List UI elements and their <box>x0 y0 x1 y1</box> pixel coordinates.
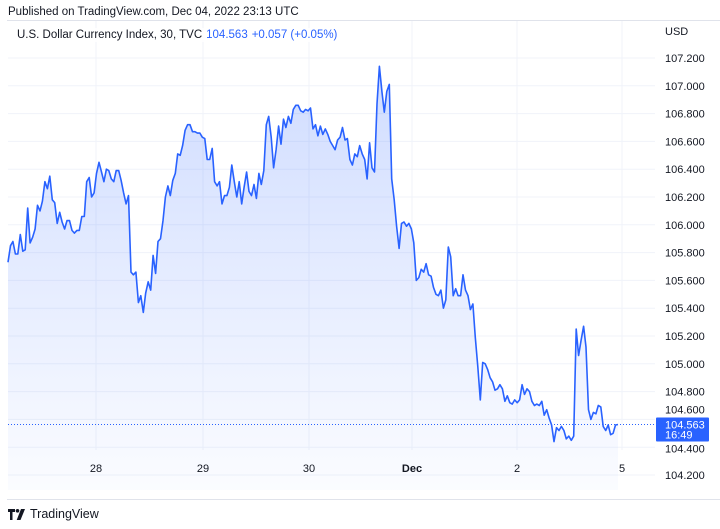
last-price: 104.563 <box>206 29 248 41</box>
last-price-badge <box>656 417 709 442</box>
x-tick-label: 30 <box>303 463 315 475</box>
price-change: +0.057 (+0.05%) <box>251 29 338 41</box>
y-tick-label: 104.400 <box>665 444 705 456</box>
y-tick-label: 106.600 <box>665 136 705 148</box>
price-line <box>7 65 619 443</box>
y-tick-label: 107.200 <box>665 53 705 65</box>
x-tick-label: 2 <box>514 463 520 475</box>
symbol-title[interactable]: U.S. Dollar Currency Index, 30, TVC <box>17 29 203 41</box>
brand-name: TradingView <box>30 507 99 521</box>
chart-legend: U.S. Dollar Currency Index, 30, TVC 104.5… <box>15 28 340 42</box>
x-axis: 28 29 30 Dec 2 5 <box>90 463 625 475</box>
y-tick-label: 104.200 <box>665 470 705 482</box>
y-tick-label: 106.000 <box>665 220 705 232</box>
y-tick-label: 104.800 <box>665 387 705 399</box>
y-tick-label: 104.600 <box>665 405 705 417</box>
y-tick-label: 106.400 <box>665 164 705 176</box>
x-tick-label: Dec <box>402 463 422 475</box>
chart-frame <box>7 20 720 500</box>
currency-label: USD <box>665 26 689 38</box>
footer-brand[interactable]: TradingView <box>8 507 99 521</box>
x-tick-label: 28 <box>90 463 102 475</box>
y-tick-label: 105.000 <box>665 359 705 371</box>
y-tick-label: 105.600 <box>665 275 705 287</box>
x-tick-label: 29 <box>197 463 209 475</box>
y-tick-label: 105.200 <box>665 331 705 343</box>
bar-countdown: 16:49 <box>665 430 693 442</box>
y-tick-label: 107.000 <box>665 81 705 93</box>
y-tick-label: 105.800 <box>665 248 705 260</box>
x-tick-label: 5 <box>619 463 625 475</box>
y-tick-label: 105.400 <box>665 303 705 315</box>
last-price-value: 104.563 <box>665 420 705 432</box>
tradingview-logo-icon <box>8 508 25 520</box>
y-tick-label: 106.800 <box>665 109 705 121</box>
y-tick-label: 106.200 <box>665 192 705 204</box>
price-area-fill <box>8 66 618 491</box>
last-price-label: 104.563 16:49 <box>656 417 709 442</box>
y-axis: 104.200 104.400 104.600 104.800 105.000 105.2… <box>665 53 705 482</box>
published-caption: Published on TradingView.com, Dec 04, 20… <box>8 6 299 18</box>
